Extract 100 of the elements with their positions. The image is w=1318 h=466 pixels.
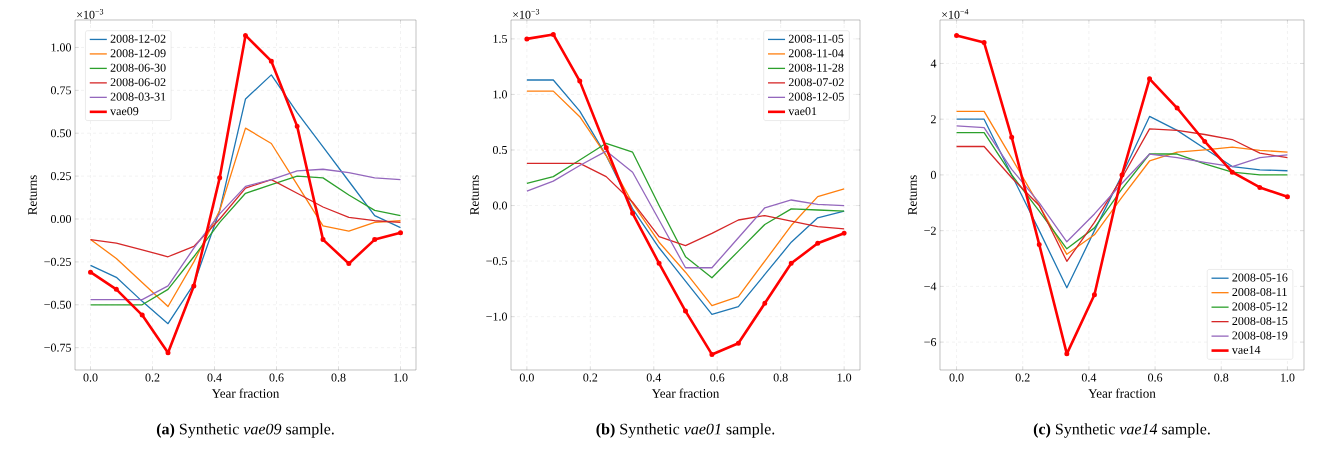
x-tick-label: 1.0: [1281, 373, 1295, 382]
point: [398, 230, 404, 236]
point: [139, 312, 145, 318]
x-tick-label: 0.6: [269, 373, 284, 382]
point: [320, 237, 326, 243]
x-tick-label: 0.4: [207, 373, 222, 382]
legend-label: 2008-12-02: [110, 34, 166, 43]
point: [683, 308, 688, 314]
legend-label: 2008-06-30: [110, 63, 166, 72]
y-tick-label: 0.25: [50, 172, 72, 181]
point: [113, 286, 119, 292]
point: [981, 40, 987, 46]
point: [1091, 292, 1097, 298]
x-tick-label: 0.0: [949, 373, 964, 382]
legend-label: vae09: [110, 107, 139, 116]
x-tick-label: 0.6: [1148, 373, 1163, 382]
point: [346, 261, 352, 267]
line-series: [955, 110, 1289, 255]
line-series: [89, 74, 402, 325]
y-tick-label: −0.5: [486, 257, 508, 266]
point: [268, 58, 274, 64]
x-tick-label: 0.0: [83, 373, 98, 382]
y-tick-label: 4: [930, 59, 937, 68]
text: (b) Synthetic vae01 sample.: [596, 423, 775, 438]
y-tick-label: −2: [924, 226, 936, 235]
point: [709, 351, 715, 357]
point: [372, 237, 378, 243]
point: [165, 350, 171, 356]
point: [735, 340, 741, 346]
line-series: [89, 127, 402, 308]
legend-label: 2008-05-16: [1232, 273, 1288, 282]
legend-label: 2008-12-05: [788, 92, 844, 101]
x-tick-label: 0.0: [519, 373, 534, 382]
point: [656, 260, 662, 266]
point: [550, 31, 556, 37]
legend-label: 2008-08-11: [1232, 287, 1287, 297]
point: [1147, 76, 1153, 82]
y-axis-title: Returns: [28, 175, 37, 215]
x-tick-label: 0.8: [1214, 373, 1229, 382]
point: [1229, 169, 1235, 175]
y-axis-title: Returns: [908, 175, 917, 215]
y-tick-label: 1.00: [51, 43, 72, 52]
y-tick-label: 0.50: [50, 129, 72, 138]
legend-label: 2008-08-15: [1232, 316, 1288, 325]
y-tick-label: −0.50: [44, 300, 72, 309]
point: [1009, 134, 1015, 140]
y-axis-title: Returns: [470, 175, 479, 215]
legend-label: 2008-11-05: [788, 34, 844, 43]
x-tick-label: 1.0: [394, 373, 408, 382]
text: ×10$^{−4}$: [942, 9, 969, 19]
point: [577, 78, 583, 84]
point: [243, 32, 249, 38]
y-tick-label: −1.0: [486, 312, 508, 321]
point: [815, 240, 821, 246]
y-tick-label: −0.75: [44, 343, 72, 352]
point: [1202, 138, 1208, 144]
x-tick-label: 0.4: [1081, 373, 1097, 382]
point: [954, 33, 960, 39]
point: [88, 269, 94, 275]
point: [630, 210, 636, 216]
y-tick-label: 0.5: [492, 145, 508, 155]
legend-label: 2008-08-19: [1232, 331, 1288, 340]
point: [1119, 172, 1125, 178]
legend-label: vae14: [1231, 345, 1261, 354]
point: [1064, 351, 1070, 357]
point: [762, 300, 768, 306]
point: [191, 283, 197, 289]
point: [524, 36, 530, 42]
x-axis-title: Year fraction: [651, 388, 720, 398]
y-tick-label: 0.75: [50, 86, 72, 95]
legend-label: 2008-11-28: [788, 63, 844, 72]
y-tick-label: 0.0: [492, 201, 508, 210]
y-tick-label: −4: [924, 282, 937, 291]
point: [1174, 105, 1180, 111]
legend-label: vae01: [788, 107, 817, 116]
y-tick-label: 1.5: [493, 34, 508, 43]
text: ×10$^{−3}$: [77, 9, 104, 19]
x-tick-label: 0.4: [646, 373, 662, 382]
y-tick-label: 1.0: [493, 90, 508, 99]
text: (a) Synthetic vae09 sample.: [156, 423, 334, 438]
x-tick-label: 0.8: [773, 373, 788, 382]
text: ×10$^{−3}$: [513, 9, 540, 19]
x-tick-label: 0.2: [145, 373, 160, 382]
line-series: [89, 178, 402, 258]
line-series: [955, 115, 1289, 289]
y-tick-label: 2: [931, 115, 936, 124]
legend-label: 2008-06-02: [110, 78, 166, 87]
legend-label: 2008-05-12: [1232, 302, 1288, 311]
y-tick-label: −6: [924, 338, 937, 347]
x-tick-label: 0.8: [331, 373, 346, 382]
x-axis-title: Year fraction: [1088, 388, 1156, 398]
text: (c) Synthetic vae14 sample.: [1033, 423, 1210, 438]
y-tick-label: −0.25: [44, 257, 72, 266]
legend-label: 2008-11-04: [788, 49, 844, 58]
legend-label: 2008-03-31: [110, 92, 166, 101]
legend-label: 2008-12-09: [110, 49, 166, 58]
point: [1036, 242, 1042, 248]
x-tick-label: 0.2: [583, 373, 598, 382]
point: [841, 230, 847, 236]
x-axis-title: Year fraction: [211, 388, 280, 398]
